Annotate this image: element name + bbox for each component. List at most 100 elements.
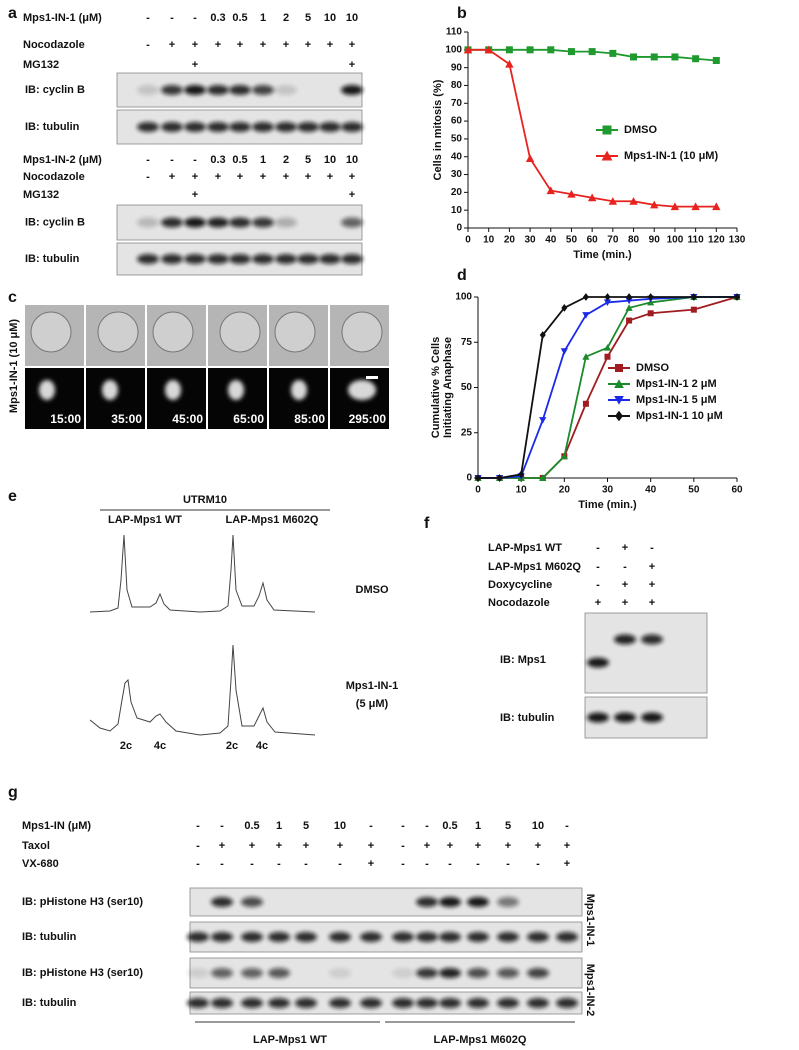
time-label: 65:00 — [233, 412, 264, 426]
band — [439, 968, 461, 978]
band — [137, 217, 159, 228]
lane-label: 1 — [260, 12, 266, 24]
band — [275, 217, 297, 228]
band — [329, 998, 351, 1008]
blot-label: IB: pHistone H3 (ser10) — [22, 896, 143, 908]
lane-label: + — [260, 39, 266, 51]
fluor-image — [25, 368, 84, 429]
lane-label: + — [447, 840, 453, 852]
band — [527, 968, 549, 978]
band — [207, 85, 229, 95]
legend-label: DMSO — [636, 362, 669, 374]
band — [161, 254, 183, 264]
band — [268, 998, 290, 1008]
band — [229, 122, 251, 132]
column-label: LAP-Mps1 M602Q — [226, 514, 319, 526]
lane-label: + — [327, 39, 333, 51]
x-tick-label: 20 — [504, 235, 516, 246]
point — [582, 293, 589, 301]
row-label: MG132 — [23, 189, 59, 201]
y-axis-label: Cumulative % Cells — [430, 337, 442, 438]
point — [525, 154, 535, 163]
time-label: 15:00 — [50, 412, 81, 426]
band — [184, 254, 206, 264]
lane-label: - — [338, 858, 342, 870]
point — [712, 57, 720, 65]
lane-label: + — [349, 59, 355, 71]
row-label: DMSO — [356, 584, 389, 596]
band — [467, 968, 489, 978]
band — [137, 122, 159, 132]
band — [252, 85, 274, 95]
lane-label: - — [596, 561, 600, 573]
lane-label: + — [622, 542, 628, 554]
cell — [97, 311, 139, 353]
x-tick-label: 10 — [516, 485, 528, 496]
blot-label: IB: tubulin — [25, 121, 80, 133]
point — [690, 293, 697, 301]
x-tick-label: 30 — [525, 235, 537, 246]
row-label: Mps1-IN-1 (10 μM) — [8, 319, 20, 413]
x-axis-label: Time (min.) — [573, 249, 632, 261]
band — [187, 998, 209, 1008]
x-tick-label: 30 — [602, 485, 614, 496]
band — [252, 217, 274, 228]
point — [560, 452, 568, 460]
row-label: Nocodazole — [23, 39, 85, 51]
trace — [199, 534, 316, 613]
point — [647, 293, 654, 301]
cell — [219, 311, 261, 353]
panel-label: d — [457, 267, 467, 284]
y-tick-label: 60 — [451, 116, 463, 127]
x-tick-label: 80 — [628, 235, 640, 246]
band — [497, 932, 519, 942]
band — [341, 217, 363, 228]
legend-label: Mps1-IN-1 10 μM — [636, 410, 723, 422]
lane-label: + — [215, 171, 221, 183]
band — [319, 254, 341, 264]
band — [275, 122, 297, 132]
point — [567, 189, 576, 198]
y-axis-label: Cells in mitosis (%) — [432, 79, 444, 180]
lane-label: - — [196, 840, 200, 852]
point — [604, 293, 611, 301]
lane-label: - — [401, 820, 405, 832]
x-tick-label: 110 — [688, 235, 705, 246]
point — [560, 348, 568, 355]
band — [241, 968, 263, 978]
point — [670, 202, 680, 211]
lane-label: - — [536, 858, 540, 870]
column-label: LAP-Mps1 WT — [108, 514, 182, 526]
lane-label: + — [649, 597, 655, 609]
y-tick-label: 30 — [451, 169, 463, 180]
lane-label: 1 — [475, 820, 481, 832]
lane-label: + — [237, 171, 243, 183]
lane-label: - — [170, 154, 174, 166]
lane-label: - — [623, 561, 627, 573]
x-label: 2c — [226, 740, 238, 752]
band — [360, 932, 382, 942]
band — [161, 217, 183, 228]
lane-label: + — [283, 39, 289, 51]
blot-label: IB: tubulin — [22, 997, 77, 1009]
blot-label: IB: pHistone H3 (ser10) — [22, 967, 143, 979]
lane-label: 0.5 — [442, 820, 457, 832]
lane-label: + — [192, 171, 198, 183]
lane-label: - — [650, 542, 654, 554]
lane-label: + — [192, 39, 198, 51]
band — [229, 85, 251, 95]
blot — [584, 612, 708, 694]
point — [734, 293, 740, 301]
point — [475, 474, 481, 482]
x-tick-label: 40 — [645, 485, 657, 496]
lane-label: - — [146, 154, 150, 166]
lane-label: + — [305, 39, 311, 51]
panel-label: a — [8, 5, 17, 22]
x-tick-label: 60 — [731, 485, 743, 496]
side-label: Mps1-IN-2 — [584, 964, 596, 1017]
cell — [30, 311, 72, 353]
lane-label: + — [169, 39, 175, 51]
lane-label: - — [476, 858, 480, 870]
trace — [89, 534, 201, 613]
y-tick-label: 90 — [451, 62, 463, 73]
